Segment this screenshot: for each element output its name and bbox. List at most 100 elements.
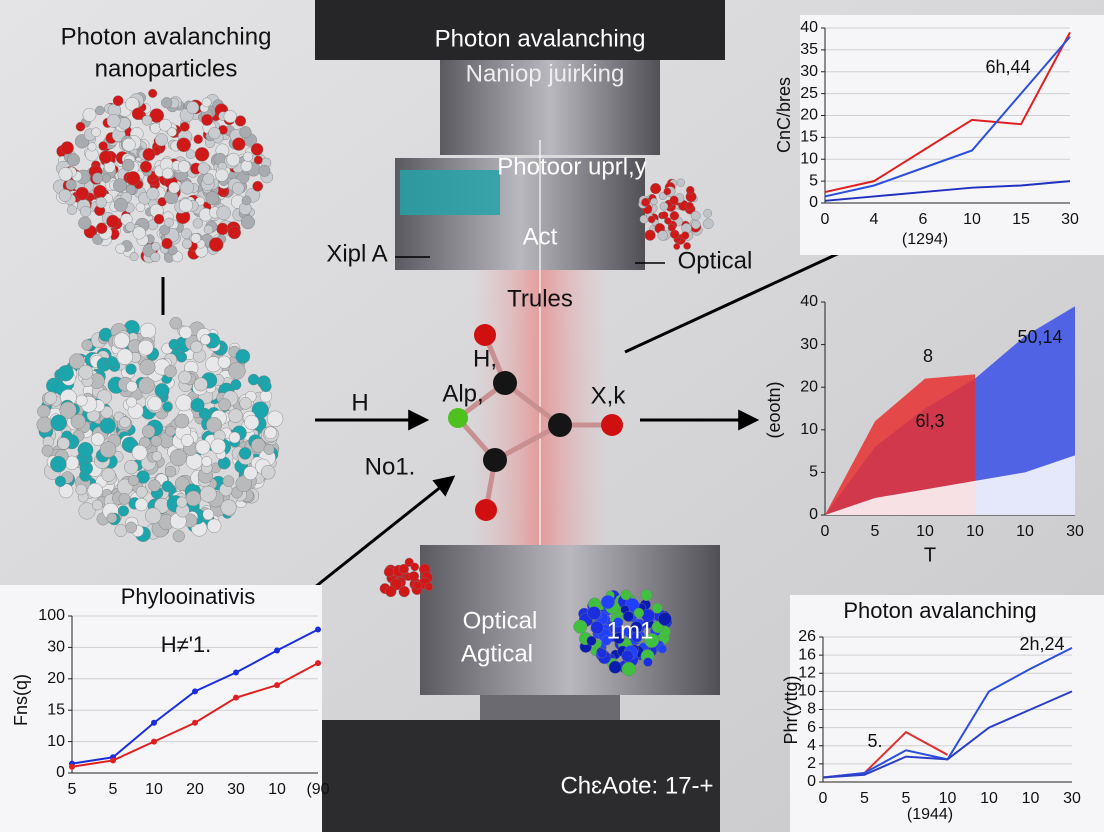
particle — [148, 479, 161, 492]
particle — [174, 413, 190, 429]
particle — [169, 448, 187, 467]
particle — [193, 134, 203, 144]
particle — [50, 455, 67, 473]
particle — [132, 226, 146, 240]
annotation: 8 — [923, 346, 933, 366]
particle — [195, 439, 211, 455]
main-title: nanoparticles — [95, 55, 238, 82]
particle — [676, 178, 685, 187]
particle — [201, 114, 213, 126]
line — [824, 31, 1071, 194]
label: Naniop juirking — [466, 60, 625, 87]
particle — [266, 410, 284, 427]
particle — [168, 338, 180, 350]
line — [824, 180, 1071, 202]
x-axis-label: (1294) — [902, 231, 948, 248]
particle — [75, 394, 88, 407]
particle — [217, 355, 231, 369]
particle — [112, 95, 124, 107]
y-axis-label: Phr(yttg) — [781, 675, 801, 744]
particle — [410, 562, 420, 572]
particle — [101, 467, 116, 482]
particle — [80, 205, 92, 218]
particle — [220, 499, 237, 516]
particle — [116, 348, 134, 365]
particle — [147, 396, 163, 412]
particle — [95, 222, 108, 234]
particle — [169, 317, 182, 330]
point — [274, 647, 280, 654]
point — [151, 719, 157, 726]
particle — [253, 155, 263, 165]
particle — [669, 211, 680, 221]
particle — [633, 607, 645, 619]
particle — [573, 619, 588, 634]
x-tick-label: 20 — [186, 781, 204, 798]
particle — [54, 475, 66, 487]
particle — [206, 417, 222, 433]
particle — [154, 383, 170, 398]
particle — [663, 187, 672, 196]
x-tick-label: 15 — [1012, 211, 1030, 228]
y-tick-label: 30 — [800, 336, 818, 353]
particle — [185, 490, 202, 507]
particle — [150, 435, 162, 447]
labels: Photon avalanching nanoparticles Photon av… — [61, 23, 1089, 814]
particle — [119, 416, 131, 428]
particle — [650, 183, 662, 195]
particle — [258, 164, 271, 177]
point — [274, 682, 280, 689]
particle — [126, 380, 138, 393]
label: Trules — [507, 285, 573, 312]
particle — [182, 238, 193, 249]
particle — [587, 606, 601, 620]
particle — [608, 660, 622, 674]
point — [233, 669, 239, 676]
y-tick-label: 10 — [798, 683, 816, 700]
x-tick-label: 5 — [860, 790, 869, 807]
particle — [67, 205, 77, 215]
particle — [99, 150, 113, 164]
particle — [95, 105, 105, 116]
y-axis-label: Fns(q) — [11, 674, 31, 726]
particle — [234, 115, 247, 127]
particle — [651, 602, 663, 614]
x-tick-label: 10 — [1022, 790, 1040, 807]
x-axis-label: (1944) — [907, 806, 953, 823]
particle — [41, 444, 54, 457]
particle — [227, 226, 241, 240]
particle — [621, 661, 637, 677]
x-tick-label: 10 — [966, 523, 984, 540]
chart-panel — [0, 585, 322, 832]
y-tick-label: 16 — [798, 646, 816, 663]
particle — [177, 160, 191, 173]
particle — [146, 187, 160, 201]
particle — [172, 530, 185, 543]
particle — [201, 456, 213, 467]
particle — [657, 230, 668, 241]
x-tick-label: 0 — [819, 790, 828, 807]
x-tick-label: 30 — [1066, 523, 1084, 540]
label: Xipl A — [326, 240, 387, 267]
particle — [202, 173, 215, 186]
x-tick-label: 5 — [902, 790, 911, 807]
x-tick-label: (90 — [306, 781, 329, 798]
point — [315, 626, 321, 633]
particle — [613, 617, 624, 628]
particle — [135, 486, 148, 498]
particle — [668, 223, 676, 232]
particle — [151, 241, 161, 252]
particle — [640, 589, 653, 601]
particle — [683, 242, 691, 250]
particle — [208, 126, 221, 140]
particle — [44, 391, 58, 405]
particle — [203, 224, 214, 235]
particle — [228, 431, 241, 444]
machine-body — [440, 60, 660, 155]
particle — [669, 195, 679, 205]
particle — [192, 218, 203, 229]
y-tick-label: 20 — [47, 670, 65, 687]
label: Photoor uprl,y — [497, 153, 646, 180]
particle — [106, 114, 121, 128]
chart: 0 5 10 20 30 40 0 5 10 10 10 30 T (eootn) 8 6l,3 50,14 — [764, 293, 1084, 566]
